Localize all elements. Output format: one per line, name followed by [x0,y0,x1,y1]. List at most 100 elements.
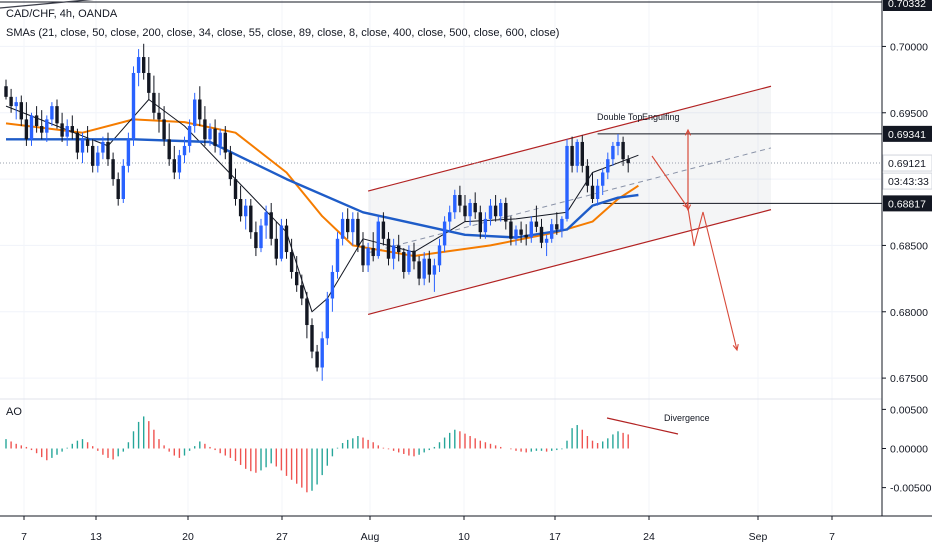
candle-body [601,172,605,186]
candle-body [483,218,488,233]
candle-body [167,139,171,160]
candle-body [289,252,294,272]
time-tick-label: 20 [182,531,194,543]
time-tick-label: 24 [643,531,655,543]
candle-body [228,152,233,180]
price-tick-label: 0.68000 [890,307,928,319]
horizontal-levels [0,0,882,204]
candle-body [50,106,54,120]
candle-body [223,132,227,153]
candle-body [9,96,13,107]
candle-body [85,139,90,146]
price-tick-label: 0.69500 [890,108,928,120]
candle-body [595,185,600,199]
candle-body [131,72,136,140]
candle-body [295,271,299,286]
candle-body [325,298,329,339]
time-tick-label: 13 [90,531,102,543]
candle-body [238,199,243,217]
candle-body [96,152,100,166]
ao-tick-label: 0.00500 [890,404,928,416]
candle-body [80,139,85,153]
candle-body [499,202,503,217]
candle-body [534,221,539,227]
price-badge [883,0,932,11]
candle-body [305,298,309,326]
channel-lower-line [367,209,772,316]
candle-body [40,126,44,133]
candle-body [544,238,549,243]
candle-body [142,57,146,73]
candle-body [193,99,197,127]
price-badge-text: 0.70332 [888,0,926,10]
candle-body [152,92,156,113]
candle-body [244,205,248,217]
candle-body [504,202,508,222]
candle-body [397,245,401,253]
candle-body [330,271,335,299]
time-tick-label: 7 [829,531,835,543]
candle-body [616,141,620,146]
candle-body [269,212,273,239]
sma-legend: SMAs (21, close, 50, close, 200, close, … [6,27,560,39]
candle-body [493,205,498,217]
divergence-line [606,417,679,435]
time-tick-label: Aug [361,531,380,543]
candle-body [509,221,513,239]
candle-body [575,141,579,166]
candle-body [417,261,421,279]
price-tick-label: 0.70000 [890,41,928,53]
candle-body [519,229,523,235]
candle-body [182,145,187,156]
candle-body [407,250,411,272]
price-badges: 0.70332 0.69341 0.69121 03:43:33 0.68817 [882,0,932,212]
candle-body [147,72,151,93]
candle-body [65,126,69,137]
candle-body [45,119,49,133]
candle-body [315,351,319,368]
candle-body [346,218,350,233]
candle-body [198,99,202,120]
candle-body [580,141,584,166]
candle-body [274,238,278,259]
candle-body [254,232,258,249]
ao-histogram [0,398,882,493]
candle-body [19,102,23,120]
candle-body [356,218,360,246]
time-tick-label: 17 [549,531,561,543]
candle-body [361,245,365,266]
candle-body [14,102,18,107]
candle-body [55,106,59,124]
price-badge-text: 0.69121 [888,158,926,170]
candle-body [621,141,625,160]
grid [0,0,882,515]
candle-body [213,128,217,146]
ao-tick-label: 0.00000 [890,444,928,456]
time-tick-label: 27 [276,531,288,543]
candle-body [386,238,391,259]
candle-body [187,126,192,146]
candle-body [585,165,590,186]
candle-body [448,212,452,222]
candle-body [468,202,472,217]
candle-body [111,159,115,180]
candle-body [70,126,74,133]
price-badge [883,195,932,212]
candle-body [453,195,457,213]
candle-body [4,86,8,97]
candle-body [203,119,207,140]
candle-body [340,218,345,239]
arrow-breakdown-path [687,207,738,351]
candle-body [463,205,467,217]
candle-body [208,128,212,140]
candle-body [121,165,125,199]
price-channel [367,85,772,316]
candle-body [539,226,544,243]
candle-body [351,218,355,233]
candle-body [249,205,253,233]
candle-body [422,258,426,279]
candle-body [565,145,569,219]
candle-body [442,221,447,246]
candle-body [391,245,396,259]
